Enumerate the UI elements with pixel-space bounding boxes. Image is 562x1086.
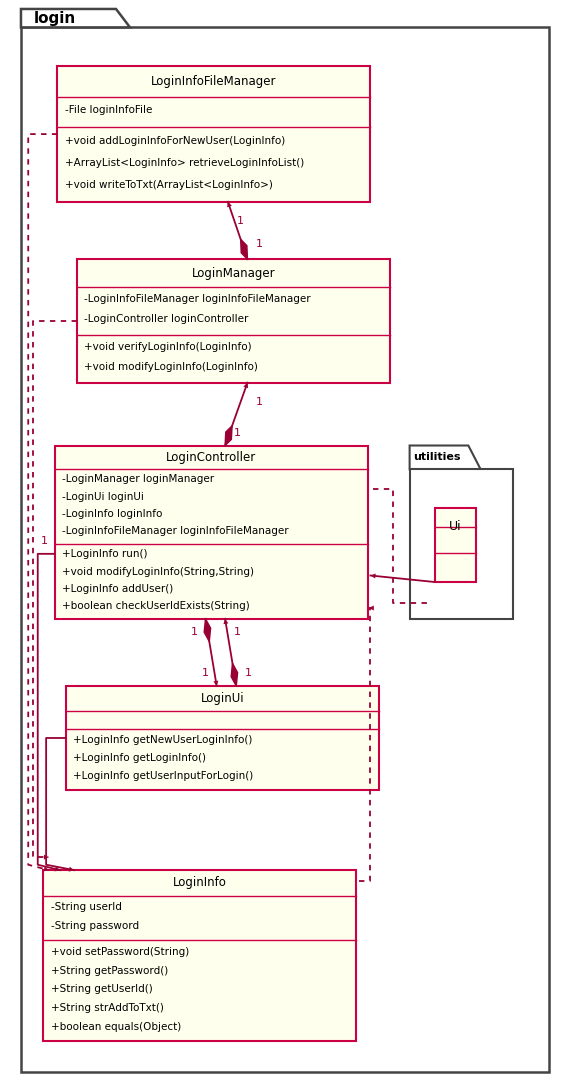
Bar xyxy=(43,870,356,1041)
Text: +LoginInfo getUserInputForLogin(): +LoginInfo getUserInputForLogin() xyxy=(73,771,253,781)
Text: login: login xyxy=(34,11,76,26)
Text: utilities: utilities xyxy=(414,453,461,463)
Bar xyxy=(410,469,513,619)
Polygon shape xyxy=(231,664,238,686)
Text: 1: 1 xyxy=(256,397,263,407)
Bar xyxy=(57,66,370,202)
Text: 1: 1 xyxy=(234,428,241,438)
Bar xyxy=(55,445,368,619)
Polygon shape xyxy=(225,426,232,445)
Text: +boolean checkUserIdExists(String): +boolean checkUserIdExists(String) xyxy=(62,601,250,610)
Text: -LoginController loginController: -LoginController loginController xyxy=(84,315,248,325)
Text: +LoginInfo run(): +LoginInfo run() xyxy=(62,550,147,559)
Text: -LoginInfo loginInfo: -LoginInfo loginInfo xyxy=(62,508,162,519)
Polygon shape xyxy=(21,9,130,27)
Text: -LoginManager loginManager: -LoginManager loginManager xyxy=(62,475,214,484)
Text: -LoginUi loginUi: -LoginUi loginUi xyxy=(62,492,144,502)
Text: Ui: Ui xyxy=(449,520,462,533)
Text: LoginManager: LoginManager xyxy=(192,266,275,279)
Text: +void writeToTxt(ArrayList<LoginInfo>): +void writeToTxt(ArrayList<LoginInfo>) xyxy=(65,180,273,190)
Text: -File loginInfoFile: -File loginInfoFile xyxy=(65,105,152,115)
Bar xyxy=(434,508,477,582)
Text: +String strAddToTxt(): +String strAddToTxt() xyxy=(51,1003,164,1013)
Text: +void verifyLoginInfo(LoginInfo): +void verifyLoginInfo(LoginInfo) xyxy=(84,342,252,352)
Text: 1: 1 xyxy=(256,239,263,249)
Text: +String getPassword(): +String getPassword() xyxy=(51,965,168,975)
Text: -String password: -String password xyxy=(51,921,139,931)
Text: +void addLoginInfoForNewUser(LoginInfo): +void addLoginInfoForNewUser(LoginInfo) xyxy=(65,136,285,146)
Text: LoginInfo: LoginInfo xyxy=(173,876,227,889)
Bar xyxy=(66,686,379,790)
Text: +ArrayList<LoginInfo> retrieveLoginInfoList(): +ArrayList<LoginInfo> retrieveLoginInfoL… xyxy=(65,157,304,167)
Polygon shape xyxy=(204,619,211,642)
Text: -LoginInfoFileManager loginInfoFileManager: -LoginInfoFileManager loginInfoFileManag… xyxy=(62,526,288,535)
Text: -LoginInfoFileManager loginInfoFileManager: -LoginInfoFileManager loginInfoFileManag… xyxy=(84,294,311,304)
Text: LoginUi: LoginUi xyxy=(201,692,244,705)
Text: LoginController: LoginController xyxy=(166,451,256,464)
Text: 1: 1 xyxy=(234,627,241,636)
Text: +void modifyLoginInfo(LoginInfo): +void modifyLoginInfo(LoginInfo) xyxy=(84,363,258,372)
Text: +LoginInfo addUser(): +LoginInfo addUser() xyxy=(62,583,173,594)
Text: +LoginInfo getNewUserLoginInfo(): +LoginInfo getNewUserLoginInfo() xyxy=(73,735,252,745)
Polygon shape xyxy=(241,239,247,260)
Text: +boolean equals(Object): +boolean equals(Object) xyxy=(51,1022,181,1032)
Text: 1: 1 xyxy=(237,216,244,226)
Polygon shape xyxy=(410,445,481,469)
Text: +void setPassword(String): +void setPassword(String) xyxy=(51,947,189,957)
Text: +void modifyLoginInfo(String,String): +void modifyLoginInfo(String,String) xyxy=(62,567,254,577)
Text: 1: 1 xyxy=(245,668,252,678)
Text: 1: 1 xyxy=(41,535,48,546)
Text: -String userId: -String userId xyxy=(51,902,121,912)
Text: +String getUserId(): +String getUserId() xyxy=(51,984,152,995)
Bar xyxy=(77,260,390,382)
Text: 1: 1 xyxy=(191,627,198,636)
Text: LoginInfoFileManager: LoginInfoFileManager xyxy=(151,75,277,88)
Text: 1: 1 xyxy=(202,668,209,678)
Text: +LoginInfo getLoginInfo(): +LoginInfo getLoginInfo() xyxy=(73,753,206,763)
